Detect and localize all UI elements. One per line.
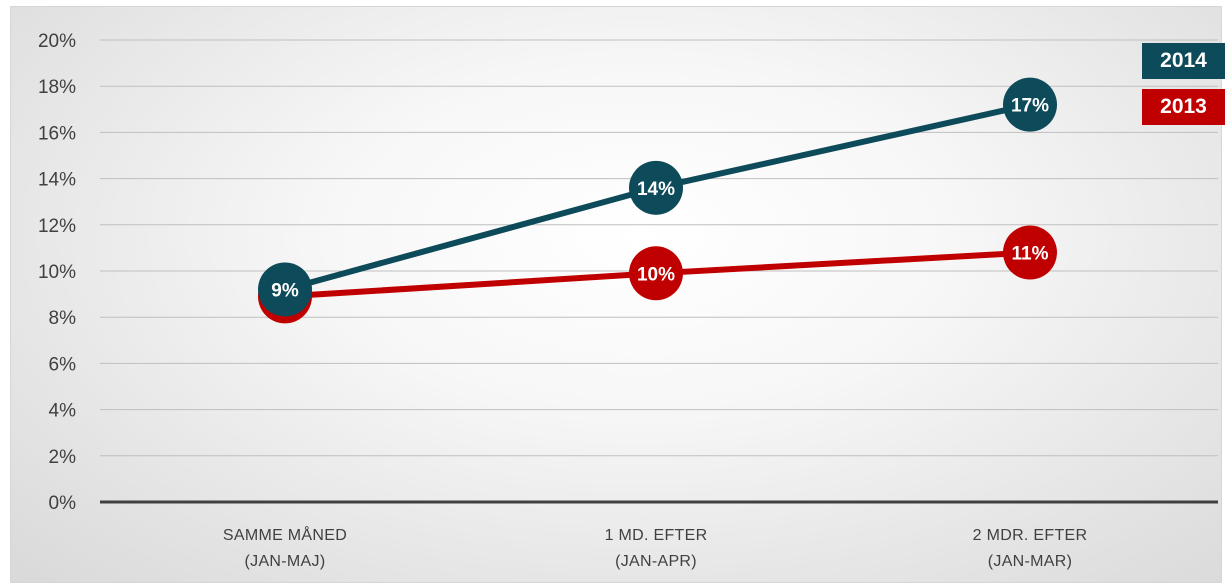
data-label-2013: 11%: [1012, 244, 1049, 265]
y-tick-label: 20%: [38, 31, 76, 52]
data-point-2013: [629, 246, 683, 301]
y-axis-ticks: 0% 2% 4% 6% 8% 10% 12% 14% 16% 18% 20%: [38, 31, 76, 514]
x-category-label: 1 MD. EFTER: [605, 527, 708, 544]
x-category-label: 2 MDR. EFTER: [973, 527, 1088, 544]
data-points: 10% 11% 9% 14% 17%: [258, 77, 1057, 324]
data-label-2013: 10%: [637, 264, 675, 285]
data-point-2014: [629, 160, 683, 215]
x-category-label: (JAN-MAR): [988, 553, 1072, 570]
y-tick-label: 12%: [38, 216, 76, 237]
y-tick-label: 2%: [49, 447, 77, 468]
data-label-2014: 14%: [637, 179, 675, 200]
data-label-2014: 17%: [1011, 96, 1049, 117]
y-tick-label: 10%: [38, 262, 76, 283]
x-axis-categories: SAMME MÅNED (JAN-MAJ) 1 MD. EFTER (JAN-APR)…: [223, 525, 1087, 570]
legend-item-2013: 2013: [1142, 89, 1225, 125]
y-tick-label: 18%: [38, 77, 76, 98]
y-tick-label: 16%: [38, 123, 76, 144]
data-label-2014: 9%: [271, 280, 299, 301]
legend-label-2014: 2014: [1160, 49, 1207, 72]
y-tick-label: 14%: [38, 170, 76, 191]
data-point-2014: [1003, 77, 1057, 132]
legend-item-2014: 2014: [1142, 43, 1225, 79]
x-category-label: SAMME MÅNED: [223, 525, 347, 544]
gridlines: [100, 39, 1218, 504]
data-point-2013: [1003, 225, 1057, 280]
y-tick-label: 0%: [49, 493, 77, 514]
y-tick-label: 8%: [49, 308, 77, 329]
y-tick-label: 4%: [49, 401, 77, 422]
x-category-label: (JAN-MAJ): [245, 553, 326, 570]
x-category-label: (JAN-APR): [615, 553, 697, 570]
legend-label-2013: 2013: [1160, 95, 1207, 118]
data-point-2014: [258, 262, 312, 317]
y-tick-label: 6%: [49, 354, 77, 375]
